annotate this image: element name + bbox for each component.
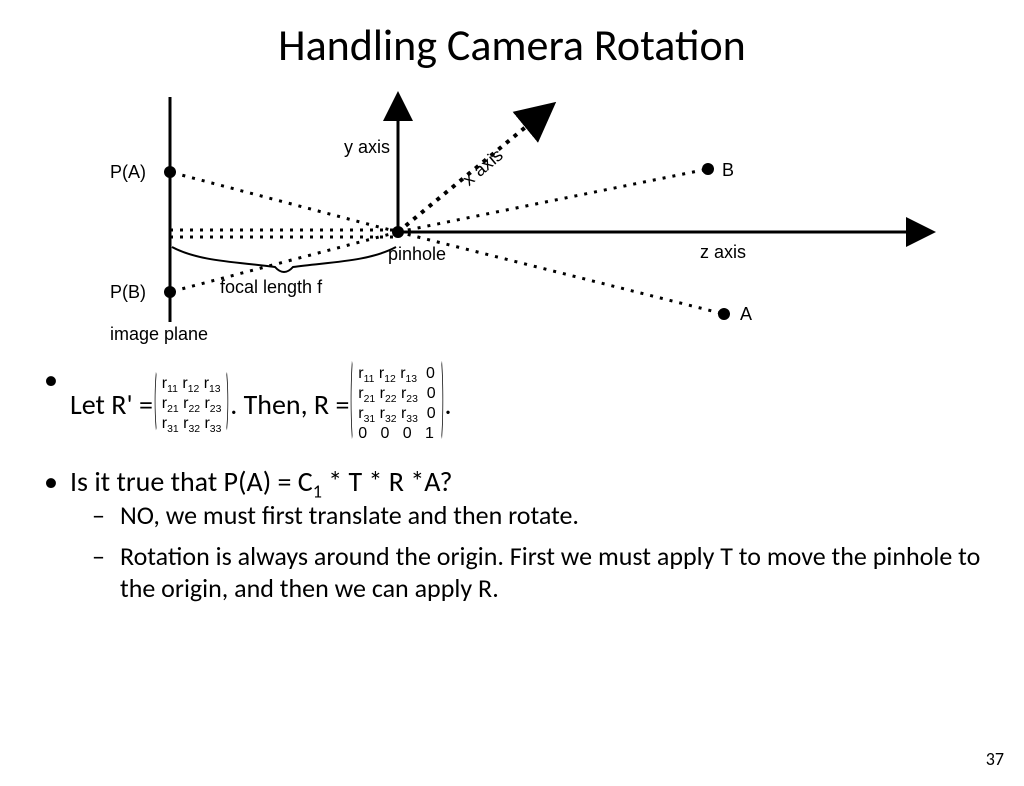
let-r-text: Let R' = — [70, 387, 153, 422]
sub-bullet-1: NO, we must first translate and then rot… — [70, 499, 994, 532]
sub-bullet-2: Rotation is always around the origin. Fi… — [70, 540, 994, 605]
label-a: A — [740, 304, 752, 325]
question-prefix: Is it true that P(A) = C — [70, 464, 313, 499]
label-b: B — [722, 160, 734, 181]
label-image-plane: image plane — [110, 324, 208, 345]
label-y-axis: y axis — [344, 137, 390, 158]
label-focal-length: focal length f — [220, 277, 322, 298]
bullet-1: Let R' = ( r11 r12 r13r21 r22 r23r31 r32… — [40, 362, 994, 446]
diagram-svg — [60, 82, 960, 362]
slide-title: Handling Camera Rotation — [0, 18, 1024, 72]
label-pb: P(B) — [110, 282, 146, 303]
page-number: 37 — [986, 748, 1004, 770]
camera-diagram: P(A) P(B) image plane focal length f pin… — [60, 82, 960, 362]
matrix-r: ( r11 r12 r13 0r21 r22 r23 0r31 r32 r33 … — [349, 362, 444, 446]
matrix-r-prime: ( r11 r12 r13r21 r22 r23r31 r32 r33 ) — [153, 372, 230, 436]
label-pinhole: pinhole — [388, 244, 446, 265]
bullet-list: Let R' = ( r11 r12 r13r21 r22 r23r31 r32… — [40, 362, 994, 605]
label-pa: P(A) — [110, 162, 146, 183]
question-suffix: * T * R *A? — [322, 464, 453, 499]
then-r-text: . Then, R = — [230, 387, 349, 422]
label-z-axis: z axis — [700, 242, 746, 263]
period: . — [445, 387, 452, 422]
bullet-2: Is it true that P(A) = C1 * T * R *A? NO… — [40, 464, 994, 605]
